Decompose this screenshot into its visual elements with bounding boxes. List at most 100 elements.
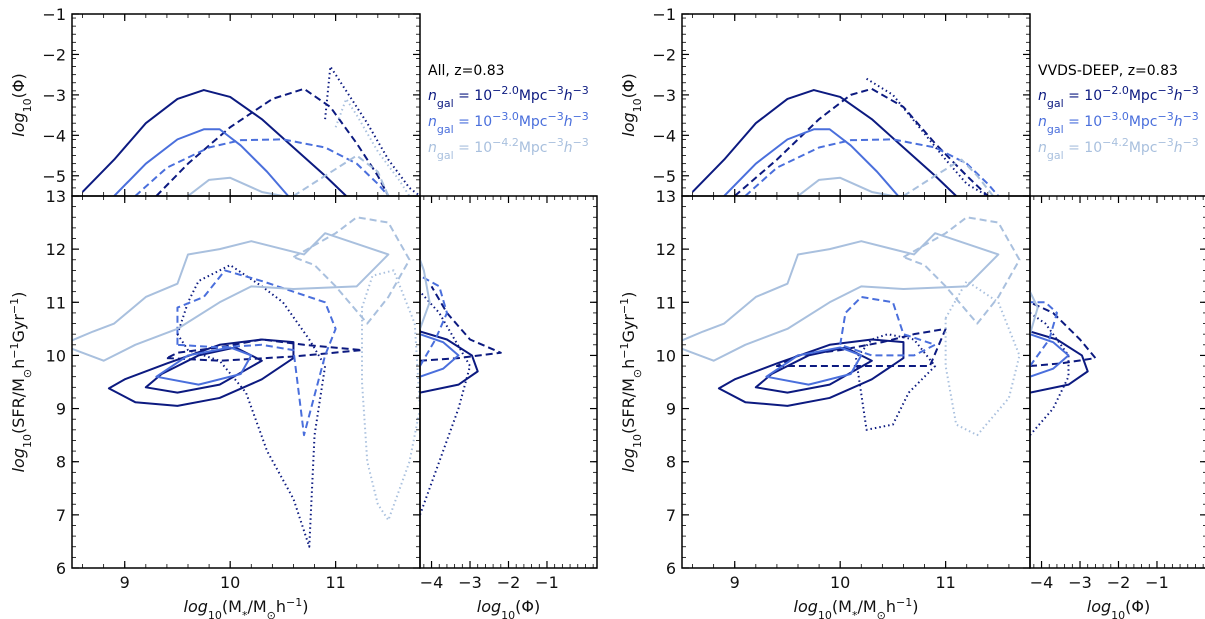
y-tick-label: −5	[652, 167, 676, 186]
x-tick-label: 10	[220, 573, 240, 592]
right-top-series-light-dashed	[902, 158, 994, 196]
left-contour-mid-solid	[155, 346, 253, 386]
right-contour-dark-solid	[717, 338, 905, 407]
left-contour-light-solid	[72, 232, 390, 362]
legend-entry-light: ngal = 10−4.2Mpc−3h−3	[1038, 136, 1199, 162]
y-tick-label: 12	[46, 240, 66, 259]
left-contour-mid-dashed	[176, 269, 337, 437]
top-frame	[71, 13, 421, 197]
y-tick-label: −4	[652, 126, 676, 145]
right-top-series-dark-solid	[691, 89, 957, 196]
side-x-axis-label: log10(Φ)	[1087, 597, 1150, 619]
right-side-panel: −4 −3 −2 −1 log10(Φ)	[1029, 195, 1205, 619]
right-main-panel: 6 7 8 9 10 11 12 13 9 10 11 log10(SFR/M⊙h−1Gyr−1) lo…	[618, 14, 1031, 619]
right-top-panel: −1 −2 −3 −4 −5 log10(Φ)	[619, 5, 1031, 197]
x-tick-label: 11	[325, 573, 345, 592]
y-tick-label: 8	[666, 453, 676, 472]
right-contour-light-dotted	[944, 280, 1021, 437]
right-contour-mid-solid	[765, 346, 863, 386]
y-tick-label: −2	[652, 45, 676, 64]
x-tick-label: −2	[1107, 573, 1131, 592]
left-top-series-light-dashed	[292, 154, 390, 196]
y-tick-label: 13	[46, 187, 66, 206]
y-tick-label: −1	[652, 5, 676, 24]
top-y-axis-label: log10(Φ)	[9, 73, 34, 136]
y-tick-label: 7	[666, 506, 676, 525]
right-side-series-dark-dotted	[1030, 312, 1070, 436]
y-tick-label: 6	[666, 559, 676, 578]
y-tick-label: 12	[656, 240, 676, 259]
left-side-series-dark-dashed	[420, 285, 502, 362]
left-top-series-light-solid	[187, 176, 284, 196]
legend-entry-dark: ngal = 10−2.0Mpc−3h−3	[1038, 84, 1199, 110]
side-frame	[419, 195, 598, 569]
left-contour-dark-solid	[144, 346, 263, 394]
left-side-series-dark-solid	[420, 330, 479, 394]
x-tick-label: −4	[420, 573, 444, 592]
left-top-series-mid-solid	[113, 128, 289, 196]
main-frame	[681, 195, 1031, 569]
y-tick-label: −1	[42, 5, 66, 24]
right-top-series-light-solid	[797, 176, 894, 196]
right-contour-light-dashed	[902, 216, 1021, 325]
right-contour-dark-solid	[754, 346, 873, 394]
right-side-series-mid-dashed	[1030, 301, 1058, 367]
left-contour-light-dashed	[292, 216, 411, 325]
right-side-series-light-solid	[1030, 291, 1039, 335]
legend-entry-light: ngal = 10−4.2Mpc−3h−3	[428, 136, 589, 162]
side-frame	[1029, 195, 1205, 569]
left-top-series-mid-dashed	[134, 138, 390, 196]
right-top-series-mid-solid	[723, 128, 899, 196]
y-tick-label: 11	[46, 293, 66, 312]
x-tick-label: −4	[1030, 573, 1054, 592]
left-top-series-light-dotted	[334, 97, 411, 196]
y-tick-label: −5	[42, 167, 66, 186]
left-top-panel: −1 −2 −3 −4 −5 log10(Φ)	[9, 5, 421, 197]
y-tick-label: 10	[656, 346, 676, 365]
right-top-series-mid-dashed	[744, 138, 1000, 196]
left-contour-dark-dotted	[176, 264, 327, 548]
left-side-series-mid-dashed	[420, 274, 448, 367]
y-tick-label: 8	[56, 453, 66, 472]
main-y-axis-label: log10(SFR/M⊙h−1Gyr−1)	[618, 292, 644, 473]
right-contour-dark-dotted	[855, 333, 937, 431]
x-tick-label: −1	[535, 573, 559, 592]
legend-title: All, z=0.83	[428, 63, 505, 79]
right-contour-mid-dashed	[839, 295, 937, 357]
right-side-series-mid-solid	[1030, 333, 1070, 378]
x-tick-label: 10	[830, 573, 850, 592]
y-tick-label: 10	[46, 346, 66, 365]
left-side-series-dark-dotted	[420, 290, 472, 516]
main-x-axis-label: log10(M*/M⊙h−1)	[184, 596, 309, 619]
x-tick-label: −1	[1145, 573, 1169, 592]
y-tick-label: −3	[42, 86, 66, 105]
x-tick-label: −3	[1068, 573, 1092, 592]
y-tick-label: −4	[42, 126, 66, 145]
legend-entry-dark: ngal = 10−2.0Mpc−3h−3	[428, 84, 589, 110]
top-y-axis-label: log10(Φ)	[619, 73, 644, 136]
x-tick-label: −2	[497, 573, 521, 592]
main-y-axis-label: log10(SFR/M⊙h−1Gyr−1)	[8, 292, 34, 473]
x-tick-label: 9	[120, 573, 130, 592]
right-contour-light-solid	[682, 232, 1000, 362]
left-main-panel: 6 7 8 9 10 11 12 13 9 10 11 log10(SFR/M⊙h−1Gyr−1) lo…	[8, 14, 421, 619]
y-tick-label: 13	[656, 187, 676, 206]
x-tick-label: 11	[935, 573, 955, 592]
top-frame	[681, 13, 1031, 197]
legend-entry-mid: ngal = 10−3.0Mpc−3h−3	[1038, 110, 1199, 136]
left-contour-light-dotted	[361, 269, 420, 522]
legend-entry-mid: ngal = 10−3.0Mpc−3h−3	[428, 110, 589, 136]
y-tick-label: −3	[652, 86, 676, 105]
left-top-series-dark-solid	[81, 89, 347, 196]
left-top-series-dark-dotted	[324, 65, 420, 196]
y-tick-label: 9	[666, 400, 676, 419]
left-side-series-mid-solid	[420, 333, 460, 378]
y-tick-label: 6	[56, 559, 66, 578]
y-tick-label: 7	[56, 506, 66, 525]
right-contour-dark-dashed	[775, 327, 947, 368]
y-tick-label: 9	[56, 400, 66, 419]
x-tick-label: 9	[730, 573, 740, 592]
